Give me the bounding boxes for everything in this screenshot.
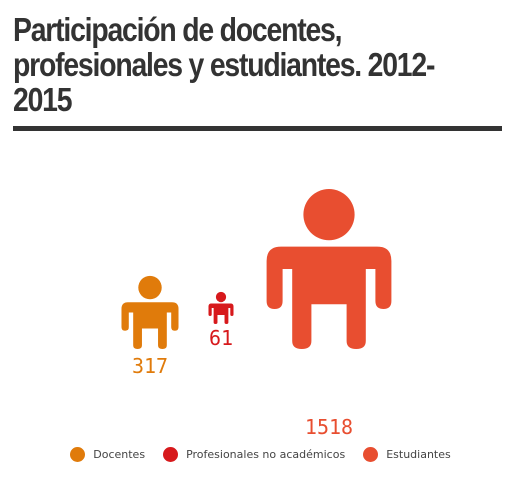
figure-docentes: [121, 275, 179, 349]
figure-body: [208, 303, 234, 324]
title-line-1: Participación de docentes,: [13, 11, 342, 48]
figure-body: [121, 302, 179, 349]
chart-title: Participación de docentes, profesionales…: [13, 12, 443, 117]
title-divider: [13, 126, 502, 131]
figure-profesionales: [208, 291, 234, 324]
figure-head: [138, 275, 162, 300]
legend-swatch-profesionales: [163, 447, 179, 462]
title-line-2: profesionales y estudiantes. 2012-: [13, 46, 435, 83]
legend-label-profesionales: Profesionales no académicos: [186, 448, 346, 461]
figure-head: [303, 189, 355, 241]
legend: Docentes Profesionales no académicos Est…: [0, 447, 521, 462]
value-label-estudiantes: 1518: [305, 415, 353, 439]
legend-swatch-docentes: [70, 447, 86, 462]
figure-body: [266, 246, 392, 349]
legend-swatch-estudiantes: [363, 447, 379, 462]
legend-item-docentes: Docentes: [70, 447, 145, 462]
figure-head: [215, 291, 227, 303]
figure-estudiantes: [266, 189, 392, 349]
legend-label-docentes: Docentes: [93, 448, 146, 461]
pictograph-chart: 317 61 1518: [121, 189, 392, 439]
legend-item-estudiantes: Estudiantes: [363, 447, 451, 462]
value-label-docentes: 317: [132, 354, 168, 378]
value-label-profesionales: 61: [209, 326, 233, 350]
legend-label-estudiantes: Estudiantes: [386, 448, 451, 461]
legend-item-profesionales: Profesionales no académicos: [163, 447, 345, 462]
title-line-3: 2015: [13, 81, 73, 118]
